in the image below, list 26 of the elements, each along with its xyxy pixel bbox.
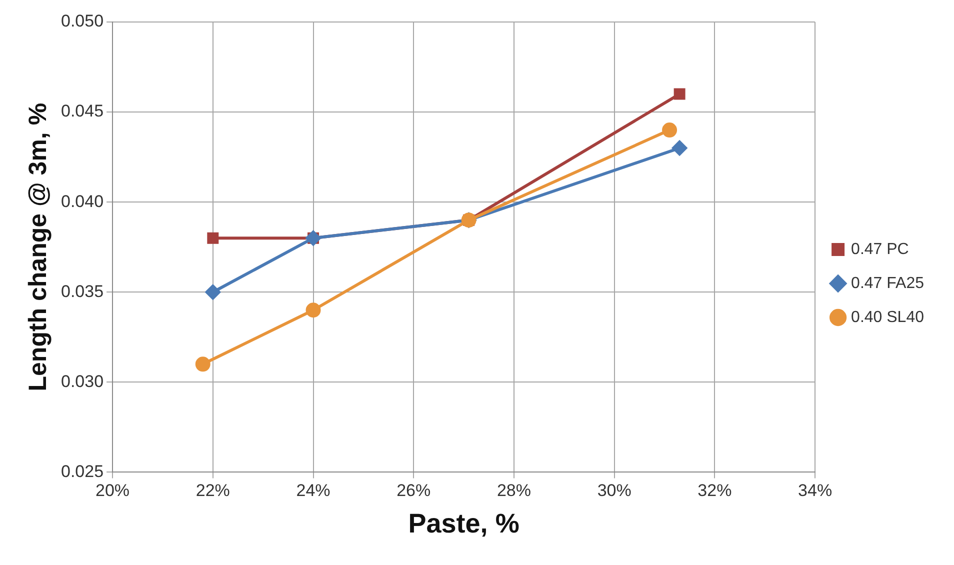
y-tick-label: 0.030 — [60, 372, 104, 391]
y-tick-label: 0.050 — [60, 12, 104, 31]
point — [662, 122, 678, 138]
y-tick-label: 0.025 — [60, 462, 104, 481]
x-tick-label: 30% — [597, 481, 632, 500]
x-tick-label: 32% — [698, 481, 732, 500]
x-tick-label: 34% — [798, 481, 832, 500]
x-axis-title: Paste, % — [408, 508, 520, 538]
x-tick-label: 26% — [396, 481, 431, 500]
y-tick-label: 0.035 — [60, 282, 104, 301]
point — [205, 284, 220, 300]
point — [674, 88, 686, 100]
point — [306, 302, 321, 318]
point — [195, 356, 210, 372]
point — [672, 140, 688, 156]
x-tick-label: 20% — [96, 481, 130, 500]
point — [207, 232, 219, 244]
x-tick-label: 28% — [496, 481, 531, 500]
y-tick-label: 0.040 — [60, 192, 104, 211]
y-axis-title: Length change @ 3m, % — [24, 102, 52, 392]
legend-label: 0.40 SL40 — [851, 308, 924, 326]
y-tick-label: 0.045 — [60, 102, 104, 121]
legend-label: 0.47 FA25 — [851, 274, 924, 292]
legend-label: 0.47 PC — [851, 240, 909, 258]
x-tick-label: 22% — [196, 481, 230, 500]
x-tick-label: 24% — [296, 481, 330, 500]
